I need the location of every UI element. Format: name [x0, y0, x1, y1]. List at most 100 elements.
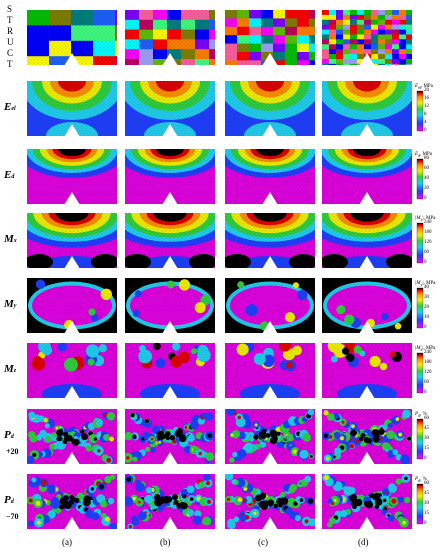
row-label-sub: el [11, 105, 16, 112]
colorbar-title: Ed, MPa [415, 152, 433, 158]
colorbar-tick-label: 0 [424, 456, 427, 461]
row-label-sub: z [13, 367, 17, 374]
colorbar-title: Pd, % [415, 412, 427, 418]
colorbar-tick-label: 0 [424, 521, 427, 526]
colorbar-tick-label: 180 [424, 230, 432, 235]
panel-mx-d [322, 213, 412, 269]
colorbar-tick-label: 8 [424, 112, 427, 117]
panel-pd20-b [125, 409, 215, 465]
struct-letter: T [7, 59, 13, 69]
panel-mz-b [125, 343, 215, 399]
panel-mz-d [322, 343, 412, 399]
row-label-main: M [4, 362, 14, 375]
row-label-mz: Mz [4, 363, 16, 375]
colorbar-title: Eel, MPa [415, 84, 433, 90]
colorbar-tick-label: 4 [424, 120, 427, 125]
colorbar-tick-label: 15 [424, 446, 429, 451]
panel-ed-b [125, 149, 215, 205]
panel-my-c [225, 278, 315, 334]
panel-ed-c [225, 149, 315, 205]
colorbar-tick-label: 30 [424, 501, 429, 506]
row-label-main: M [4, 232, 14, 245]
colorbar-tick-label: 45 [424, 491, 429, 496]
panel-pd20-c [225, 409, 315, 465]
panel-esl-b [125, 81, 215, 137]
colorbar-esl [416, 90, 424, 132]
panel-pd70-d [322, 474, 412, 530]
colorbar-tick-label: 120 [424, 240, 432, 245]
panel-my-b [125, 278, 215, 334]
row-extra-pd70: −70 [6, 511, 19, 521]
colorbar-tick-label: 60 [424, 166, 429, 171]
colorbar-tick-label: 0 [424, 128, 427, 133]
panel-ed-d [322, 149, 412, 205]
colorbar-tick-label: 60 [424, 380, 429, 385]
row-label-main: M [4, 297, 14, 310]
colorbar-title: Pd, % [415, 477, 427, 483]
panel-mz-a [27, 343, 117, 399]
colorbar-tick-label: 0 [424, 325, 427, 330]
row-label-main: E [4, 100, 12, 113]
row-label-main: P [4, 493, 11, 506]
colorbar-tick-label: 120 [424, 370, 432, 375]
row-label-pd20: Pd [4, 429, 14, 441]
struct-letter: R [7, 26, 14, 36]
colorbar-tick-label: 16 [424, 96, 429, 101]
colorbar-title: |Mz|, MPa [415, 346, 436, 352]
colorbar-tick-label: 15 [424, 511, 429, 516]
colorbar-pd70 [416, 483, 424, 525]
panel-struct-c [225, 10, 315, 66]
panel-esl-d [322, 81, 412, 137]
colorbar-tick-label: 45 [424, 426, 429, 431]
panel-mx-c [225, 213, 315, 269]
column-label-b: (b) [160, 537, 171, 547]
colorbar-mx [416, 222, 424, 264]
panel-pd20-a [27, 409, 117, 465]
row-label-sub: d [10, 498, 14, 505]
struct-letter: S [7, 4, 13, 14]
panel-mz-c [225, 343, 315, 399]
row-label-sub: y [13, 302, 17, 309]
struct-letter: T [7, 15, 13, 25]
colorbar-tick-label: 30 [424, 295, 429, 300]
colorbar-tick-label: 0 [424, 260, 427, 265]
colorbar-tick-label: 40 [424, 176, 429, 181]
colorbar-tick-label: 0 [424, 390, 427, 395]
colorbar-tick-label: 12 [424, 104, 429, 109]
panel-pd70-c [225, 474, 315, 530]
colorbar-my [416, 287, 424, 329]
struct-letter: C [7, 48, 14, 58]
panel-struct-b [125, 10, 215, 66]
column-label-c: (c) [258, 537, 268, 547]
row-label-sub: d [10, 433, 14, 440]
colorbar-tick-label: 30 [424, 436, 429, 441]
colorbar-ed [416, 158, 424, 200]
colorbar-tick-label: 20 [424, 305, 429, 310]
colorbar-tick-label: 0 [424, 196, 427, 201]
panel-esl-c [225, 81, 315, 137]
panel-my-d [322, 278, 412, 334]
panel-my-a [27, 278, 117, 334]
panel-pd20-d [322, 409, 412, 465]
colorbar-tick-label: 60 [424, 416, 429, 421]
column-label-a: (a) [62, 537, 72, 547]
colorbar-title: |Mx|, MPa [415, 216, 436, 222]
column-label-d: (d) [358, 537, 369, 547]
colorbar-tick-label: 240 [424, 350, 432, 355]
struct-letter: U [7, 37, 14, 47]
row-label-pd70: Pd [4, 494, 14, 506]
colorbar-tick-label: 80 [424, 156, 429, 161]
colorbar-tick-label: 60 [424, 250, 429, 255]
panel-struct-d [322, 10, 412, 66]
colorbar-tick-label: 10 [424, 315, 429, 320]
colorbar-pd20 [416, 418, 424, 460]
row-label-mx: Mx [4, 233, 17, 245]
row-label-ed: Ed [4, 169, 14, 181]
panel-pd70-b [125, 474, 215, 530]
panel-struct-a [27, 10, 117, 66]
panel-mx-a [27, 213, 117, 269]
colorbar-tick-label: 240 [424, 220, 432, 225]
row-label-esl: Eel [4, 101, 16, 113]
row-label-main: P [4, 428, 11, 441]
